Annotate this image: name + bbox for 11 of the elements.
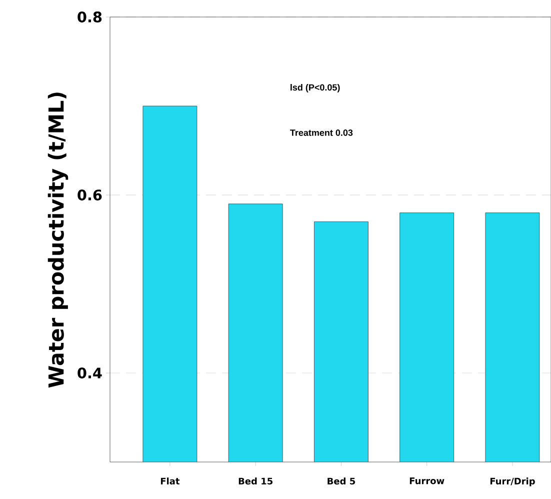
y-tick-label: 0.6 bbox=[78, 190, 102, 200]
y-tick-label: 0.4 bbox=[78, 368, 102, 378]
x-tick-label: Bed 15 bbox=[238, 478, 272, 484]
y-axis-title: Water productivity (t/ML) bbox=[48, 92, 68, 388]
x-tick-label: Flat bbox=[160, 478, 180, 484]
annotation: Treatment 0.03 bbox=[290, 130, 353, 136]
x-tick-label: Furrow bbox=[410, 478, 444, 484]
x-tick-label: Furr/Drip bbox=[490, 478, 535, 486]
annotation: lsd (P<0.05) bbox=[290, 84, 340, 92]
y-tick-label: 0.8 bbox=[78, 12, 102, 22]
x-tick-label: Bed 5 bbox=[328, 478, 355, 484]
